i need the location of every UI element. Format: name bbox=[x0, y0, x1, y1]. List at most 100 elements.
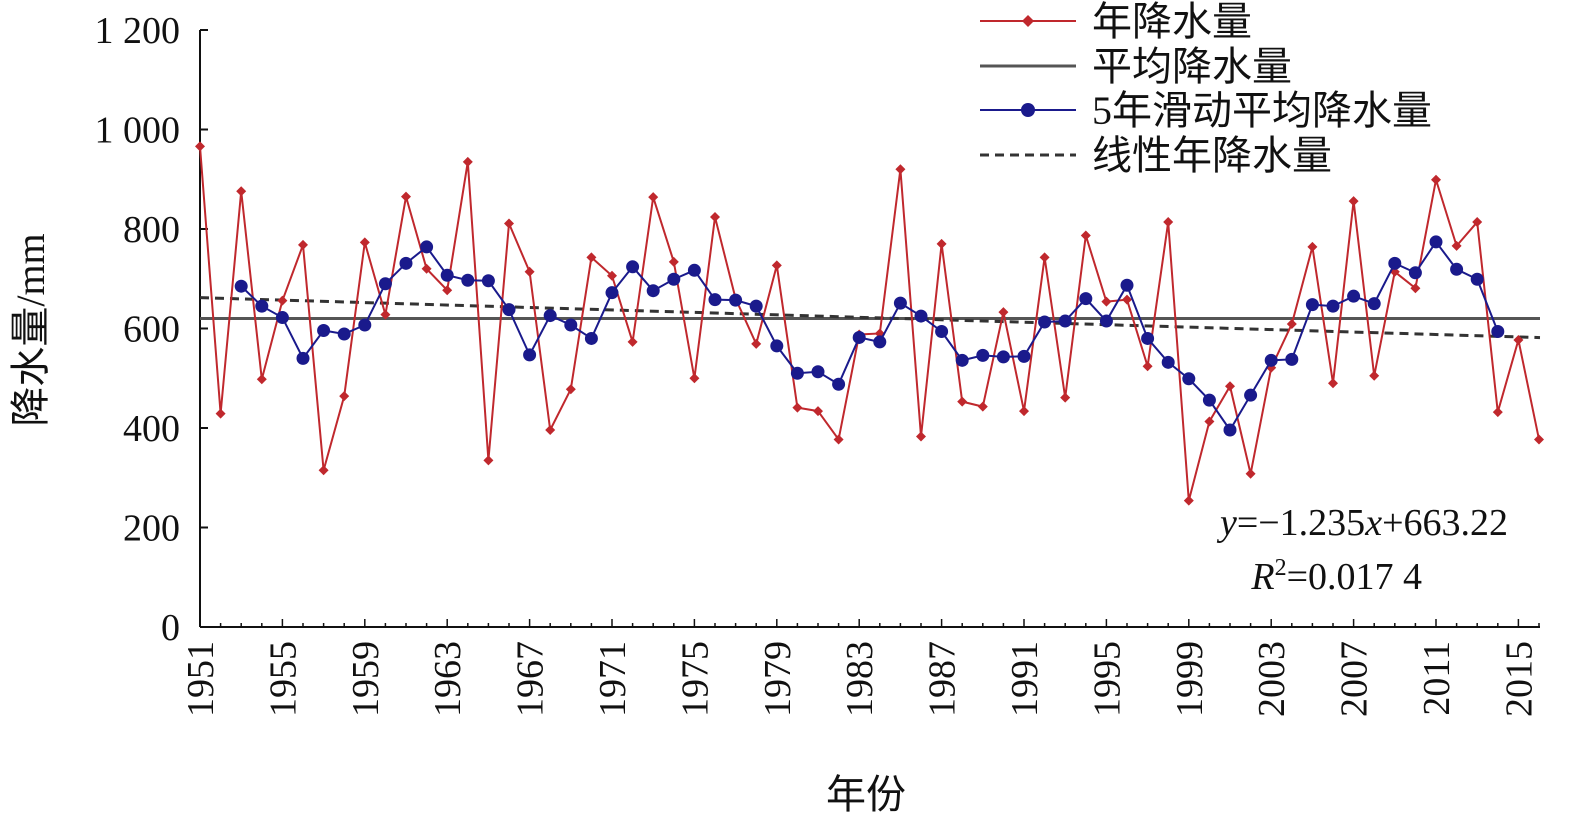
annual-precipitation-point bbox=[586, 252, 597, 263]
annual-precipitation-point bbox=[998, 307, 1009, 318]
x-tick-label: 1995 bbox=[1086, 641, 1128, 717]
moving-average-point bbox=[1450, 262, 1464, 276]
annual-precipitation-point bbox=[1369, 370, 1380, 381]
annual-precipitation-point bbox=[380, 309, 391, 320]
annual-precipitation-point bbox=[1101, 296, 1112, 307]
annual-precipitation-point bbox=[483, 455, 494, 466]
moving-average-point bbox=[749, 299, 763, 313]
moving-average-point bbox=[1326, 299, 1340, 313]
annual-precipitation-point bbox=[1410, 283, 1421, 294]
legend-label: 5年滑动平均降水量 bbox=[1092, 88, 1432, 133]
r-squared: R2=0.017 4 bbox=[1250, 555, 1422, 598]
annual-precipitation-point bbox=[1431, 174, 1441, 185]
moving-average-point bbox=[935, 324, 949, 338]
annual-precipitation-point bbox=[401, 191, 411, 202]
annual-precipitation-point bbox=[668, 256, 679, 267]
annual-precipitation-point bbox=[1472, 217, 1483, 228]
annual-precipitation-point bbox=[504, 218, 514, 229]
x-tick-label: 1975 bbox=[674, 641, 716, 717]
moving-average-point bbox=[1408, 266, 1422, 280]
annual-precipitation-point bbox=[1286, 319, 1297, 330]
legend-diamond-marker bbox=[1022, 15, 1034, 27]
moving-average-point bbox=[255, 299, 269, 313]
series-layer bbox=[195, 141, 1544, 506]
moving-average-point bbox=[337, 327, 351, 341]
annual-precipitation-point bbox=[1451, 240, 1462, 251]
annual-precipitation-point bbox=[215, 408, 226, 419]
moving-average-point bbox=[1120, 278, 1134, 292]
moving-average-point bbox=[626, 260, 640, 274]
moving-average-point bbox=[770, 339, 784, 353]
annual-precipitation-point bbox=[1060, 392, 1071, 403]
eq-tail: +663.22 bbox=[1382, 502, 1508, 544]
eq-x: x bbox=[1364, 502, 1382, 544]
moving-average-point bbox=[852, 330, 866, 344]
annual-precipitation-point bbox=[833, 434, 844, 445]
annual-precipitation-point bbox=[1225, 381, 1235, 392]
moving-average-point bbox=[1244, 388, 1258, 402]
annual-precipitation-point bbox=[977, 401, 988, 412]
moving-average-point bbox=[1202, 393, 1216, 407]
moving-average-point bbox=[1058, 314, 1072, 328]
moving-average-point bbox=[914, 309, 928, 323]
x-tick-label: 1971 bbox=[592, 641, 634, 717]
annual-precipitation-point bbox=[936, 238, 947, 249]
annual-precipitation-point bbox=[607, 270, 617, 281]
annual-precipitation-point bbox=[895, 164, 906, 175]
moving-average-point bbox=[790, 366, 804, 380]
moving-average-point bbox=[1429, 235, 1443, 249]
x-axis-label: 年份 bbox=[826, 772, 906, 817]
annual-precipitation-point bbox=[442, 285, 453, 296]
annual-precipitation-point bbox=[359, 237, 370, 248]
x-tick-label: 1999 bbox=[1169, 641, 1211, 717]
moving-average-point bbox=[1367, 297, 1381, 311]
axes: 0 200 400 600 800 1 000 1 200 1951 1955 1959 1963 1… bbox=[95, 10, 1541, 717]
moving-average-point bbox=[1470, 272, 1484, 286]
moving-average-point bbox=[564, 318, 578, 332]
annual-precipitation-point bbox=[689, 373, 700, 384]
moving-average-point bbox=[976, 348, 990, 362]
annual-precipitation-point bbox=[627, 336, 638, 347]
moving-average-point bbox=[708, 293, 722, 307]
annual-precipitation-point bbox=[1534, 434, 1544, 445]
annual-precipitation-point bbox=[1122, 294, 1132, 305]
moving-average-point bbox=[667, 272, 681, 286]
moving-average-point bbox=[1223, 423, 1237, 437]
moving-average-point bbox=[996, 350, 1010, 364]
annual-precipitation-point bbox=[648, 192, 659, 203]
y-tick-label: 200 bbox=[123, 508, 180, 550]
annual-precipitation-point bbox=[916, 431, 926, 442]
moving-average-point bbox=[1099, 314, 1113, 328]
annual-precipitation-line bbox=[199, 146, 1540, 501]
moving-average-point bbox=[440, 268, 454, 282]
moving-average-point bbox=[358, 318, 372, 332]
x-tick-label: 2015 bbox=[1498, 641, 1540, 717]
linear-trend-line bbox=[199, 296, 1541, 340]
x-tick-label: 2011 bbox=[1416, 641, 1458, 716]
x-tick-label: 2003 bbox=[1251, 641, 1293, 717]
moving-average-point bbox=[317, 323, 331, 337]
moving-average-point bbox=[420, 240, 434, 254]
annual-precipitation-point bbox=[1019, 406, 1029, 417]
x-tick-label: 1959 bbox=[345, 641, 387, 717]
moving-average-point bbox=[296, 351, 310, 365]
moving-average-point bbox=[1285, 352, 1299, 366]
eq-mid: =−1.235 bbox=[1237, 502, 1365, 544]
r2-r: R bbox=[1250, 556, 1274, 598]
annual-precipitation-point bbox=[1080, 230, 1091, 241]
x-tick-label: 1987 bbox=[922, 641, 964, 717]
annual-precipitation-point bbox=[298, 239, 308, 250]
legend-label: 平均降水量 bbox=[1092, 44, 1292, 89]
x-tick-label: 1983 bbox=[839, 641, 881, 717]
annual-precipitation-point bbox=[1513, 334, 1524, 345]
legend-label: 年降水量 bbox=[1092, 0, 1252, 44]
x-tick-label: 1967 bbox=[510, 641, 552, 717]
y-axis-label: 降水量/mm bbox=[8, 233, 53, 426]
moving-average-point bbox=[275, 311, 289, 325]
annual-precipitation-point bbox=[1142, 361, 1153, 372]
annual-precipitation-point bbox=[277, 295, 288, 306]
legend-circle-marker bbox=[1021, 103, 1035, 117]
moving-average-point bbox=[481, 274, 495, 288]
